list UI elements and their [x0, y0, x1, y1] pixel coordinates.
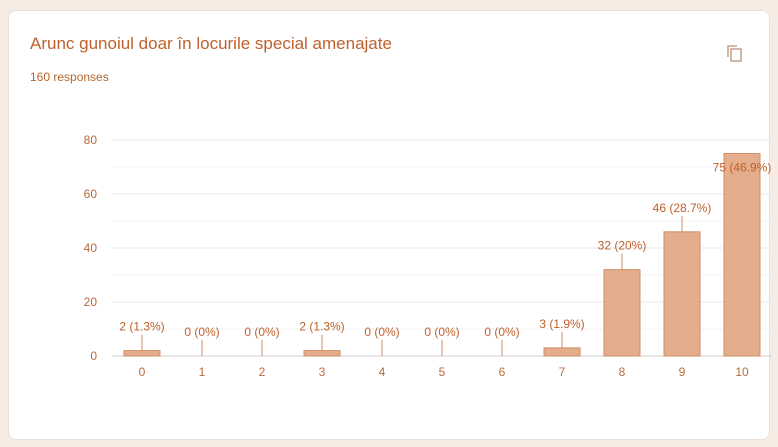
- data-label: 0 (0%): [244, 325, 279, 339]
- grid-lines: [112, 139, 772, 357]
- bar-3[interactable]: [303, 350, 341, 357]
- data-labels: 2 (1.3%) 0 (0%) 0 (0%) 2 (1.3%) 0 (0%) 0 (0%)…: [119, 161, 772, 356]
- data-label: 0 (0%): [484, 325, 519, 339]
- y-tick-label: 40: [84, 241, 98, 255]
- y-tick-label: 60: [84, 187, 98, 201]
- x-tick-label: 4: [379, 365, 386, 379]
- x-tick-label: 5: [439, 365, 446, 379]
- bar-10[interactable]: [723, 153, 761, 357]
- y-tick-label: 80: [84, 133, 98, 147]
- data-label: 0 (0%): [424, 325, 459, 339]
- y-axis-ticks: 0 20 40 60 80: [84, 133, 98, 363]
- bar-9[interactable]: [663, 231, 701, 357]
- x-tick-label: 3: [319, 365, 326, 379]
- chart-card: [8, 10, 770, 440]
- data-label: 0 (0%): [184, 325, 219, 339]
- x-tick-label: 9: [679, 365, 686, 379]
- x-tick-label: 6: [499, 365, 506, 379]
- bar-0[interactable]: [123, 350, 161, 357]
- x-tick-label: 10: [735, 365, 749, 379]
- x-tick-label: 7: [559, 365, 566, 379]
- x-axis-ticks: 0 1 2 3 4 5 6 7 8 9 10: [139, 365, 749, 379]
- bar-8[interactable]: [603, 269, 641, 357]
- data-label: 32 (20%): [598, 239, 647, 253]
- x-tick-label: 1: [199, 365, 206, 379]
- x-tick-label: 2: [259, 365, 266, 379]
- y-tick-label: 20: [84, 295, 98, 309]
- data-label: 0 (0%): [364, 325, 399, 339]
- data-label: 2 (1.3%): [119, 320, 164, 334]
- data-label: 3 (1.9%): [539, 317, 584, 331]
- data-label: 2 (1.3%): [299, 320, 344, 334]
- copy-icon: [727, 45, 742, 62]
- x-tick-label: 0: [139, 365, 146, 379]
- data-label: 46 (28.7%): [653, 201, 712, 215]
- x-tick-label: 8: [619, 365, 626, 379]
- y-tick-label: 0: [90, 349, 97, 363]
- chart-title: Arunc gunoiul doar în locurile special a…: [30, 34, 392, 53]
- data-label: 75 (46.9%): [713, 161, 772, 175]
- bar-7[interactable]: [543, 347, 581, 357]
- bars: [123, 153, 761, 357]
- copy-chart-button[interactable]: [722, 40, 748, 66]
- responses-count: 160 responses: [30, 70, 109, 84]
